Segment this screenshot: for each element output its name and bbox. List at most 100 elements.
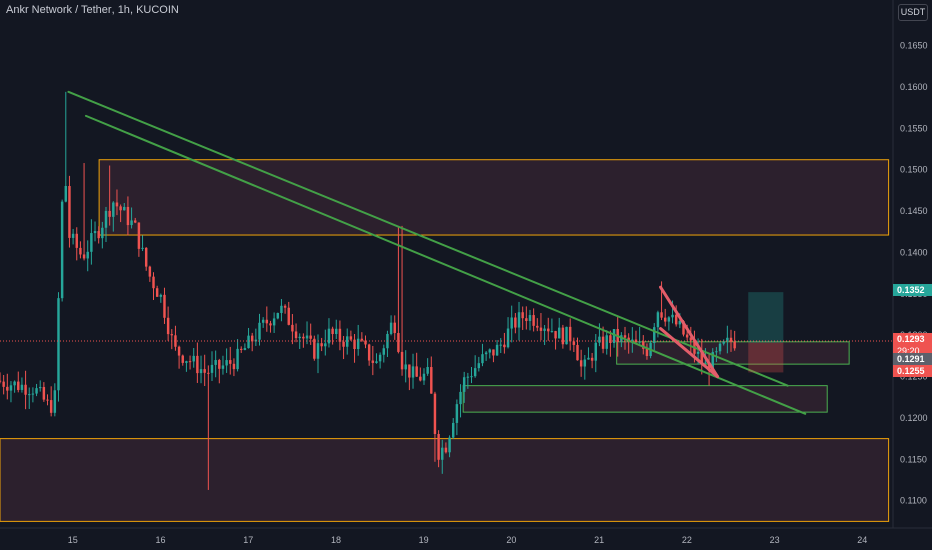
candle-body: [378, 354, 382, 362]
candle-body: [60, 201, 64, 299]
candle-body: [393, 322, 396, 334]
candle-body: [177, 346, 181, 356]
candle-body: [696, 351, 700, 354]
candle-body: [565, 326, 568, 345]
candle-body: [579, 360, 583, 367]
candle-body: [342, 341, 345, 347]
candle-body: [598, 336, 601, 343]
candle-body: [20, 384, 24, 390]
candle-body: [557, 327, 561, 339]
candle-body: [320, 343, 323, 347]
wedge-line: [659, 327, 720, 379]
candle-body: [678, 321, 682, 325]
candle-body: [462, 377, 466, 392]
candle-body: [207, 372, 210, 374]
candle-body: [291, 324, 294, 332]
candle-body: [477, 363, 481, 369]
candle-body: [419, 376, 422, 381]
candle-body: [590, 357, 594, 361]
price-tick-label: 0.1650: [900, 41, 928, 51]
candle-body: [433, 393, 437, 434]
candle-body: [609, 335, 612, 343]
currency-button[interactable]: USDT: [898, 4, 928, 21]
current-price-value: 0.1293: [897, 334, 925, 344]
candle-body: [294, 331, 298, 339]
candle-body: [134, 220, 137, 223]
take-profit-area: [748, 292, 784, 343]
candle-body: [484, 352, 488, 355]
price-axis[interactable]: [893, 0, 932, 528]
candle-body: [166, 317, 170, 335]
candle-body: [305, 335, 309, 339]
candle-body: [243, 348, 247, 350]
candle-body: [667, 317, 671, 322]
candle-body: [550, 331, 554, 333]
candle-body: [437, 433, 440, 460]
candle-body: [9, 385, 13, 391]
candle-body: [46, 399, 49, 401]
candle-body: [199, 369, 203, 374]
candle-body: [704, 362, 707, 364]
trendline: [84, 114, 807, 415]
candle-body: [375, 361, 378, 363]
candle-body: [718, 343, 722, 352]
trendline: [67, 90, 789, 387]
candle-body: [601, 336, 605, 349]
candle-body: [174, 335, 177, 347]
candle-body: [634, 339, 638, 343]
candle-body: [455, 404, 459, 423]
candle-body: [214, 360, 217, 365]
price-tick-label: 0.1600: [900, 82, 928, 92]
candle-body: [236, 348, 239, 370]
candle-body: [503, 344, 506, 348]
candle-body: [148, 266, 152, 277]
candle-body: [265, 319, 269, 324]
candle-body: [93, 231, 97, 234]
candle-body: [408, 364, 411, 378]
candle-body: [210, 364, 214, 373]
candlesticks: [0, 91, 736, 490]
candle-body: [240, 348, 243, 350]
candle-body: [492, 349, 495, 356]
candle-body: [605, 335, 608, 349]
candle-body: [225, 360, 228, 366]
candle-body: [126, 206, 130, 226]
candle-body: [192, 355, 195, 362]
candle-body: [645, 348, 649, 357]
candle-body: [218, 360, 221, 369]
candle-body: [130, 220, 133, 226]
candle-body: [229, 360, 232, 364]
candle-body: [715, 351, 718, 353]
candle-body: [488, 349, 492, 353]
candle-body: [71, 233, 75, 238]
candle-body: [75, 233, 78, 248]
zone-box: [0, 438, 890, 522]
candle-body: [287, 307, 290, 325]
candle-body: [53, 390, 57, 413]
stop-price-tag: 0.1255: [893, 365, 932, 377]
candle-body: [481, 354, 484, 364]
candle-body: [123, 206, 126, 211]
candle-body: [181, 355, 184, 363]
candle-body: [506, 328, 510, 348]
time-tick-label: 16: [156, 535, 166, 545]
candle-body: [188, 361, 192, 363]
symbol-title[interactable]: Ankr Network / Tether, 1h, KUCOIN: [6, 4, 179, 16]
candle-body: [112, 202, 115, 217]
candle-body: [232, 363, 236, 370]
candle-body: [196, 355, 199, 374]
long-position-tool[interactable]: [748, 292, 784, 373]
candle-body: [371, 360, 375, 363]
candle-body: [0, 380, 2, 382]
candle-body: [700, 351, 703, 364]
candle-body: [459, 391, 462, 405]
time-tick-label: 20: [506, 535, 516, 545]
time-tick-label: 17: [243, 535, 253, 545]
candle-body: [623, 335, 627, 338]
candle-body: [309, 335, 312, 339]
candle-body: [68, 186, 71, 238]
time-axis[interactable]: [0, 528, 932, 550]
candle-body: [185, 361, 188, 363]
candle-body: [316, 343, 320, 359]
